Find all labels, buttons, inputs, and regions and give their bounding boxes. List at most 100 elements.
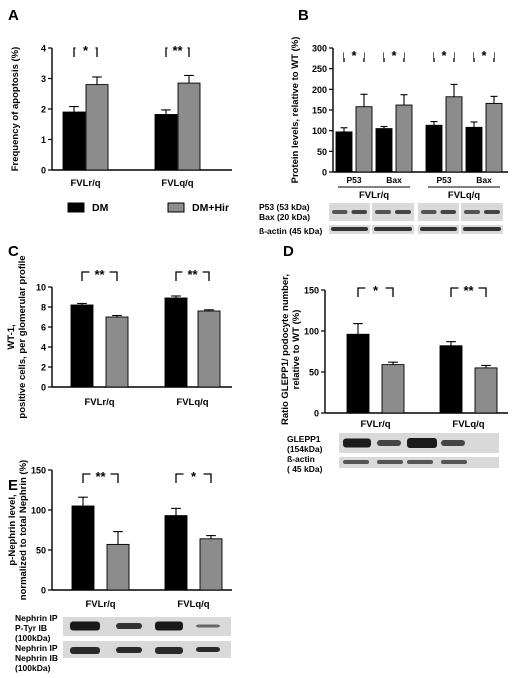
panel-d-significance-label: * xyxy=(373,283,379,298)
panel-d-blot-band xyxy=(343,460,369,464)
panel-b-hir-bar xyxy=(355,106,373,173)
panel-e-blot-band xyxy=(155,647,183,654)
panel-a: A 0 1 2 3 4 Frequency of apoptosis (%) * FVLr/q *… xyxy=(8,7,232,189)
panel-d-y-label-line: Ratio GLEPP1/ podocyte number, xyxy=(280,274,291,425)
panel-e-blot-band xyxy=(196,647,220,652)
panel-d-blot-band xyxy=(441,440,465,446)
panel-b-significance-gap xyxy=(474,47,494,58)
panel-e-blot-band xyxy=(116,623,142,629)
panel-d-y-tick-label: 50 xyxy=(309,368,319,378)
panel-b-blot-label: P53 (53 kDa) xyxy=(259,202,310,212)
panel-d-western-blot: GLEPP1(154kDa)ß-actin( 45 kDa) xyxy=(287,433,499,474)
panel-e-significance-gap xyxy=(183,468,204,479)
panel-e-hir-bar xyxy=(106,543,130,591)
panel-e-y-tick-label: 50 xyxy=(36,546,46,556)
panel-c-y-tick-label: 2 xyxy=(41,363,46,373)
panel-e-y-label: p-Nephrin level,normalized to total Neph… xyxy=(7,460,29,600)
panel-e-x-tick-label: FVLr/q xyxy=(85,599,115,610)
panel-b-y-tick-label: 200 xyxy=(312,85,327,95)
panel-c-dm-bar xyxy=(164,297,188,388)
panel-e-x-tick-label: FVLq/q xyxy=(177,599,209,610)
panel-e-y-tick-label: 0 xyxy=(41,586,46,596)
panel-e-panel-letter: E xyxy=(8,477,18,494)
panel-c-y-tick-label: 6 xyxy=(41,323,46,333)
panel-b-significance-label: * xyxy=(351,48,357,63)
panel-c-y-tick-label: 8 xyxy=(41,303,46,313)
panel-c-hir-bar xyxy=(105,316,129,388)
panel-d-y-tick-label: 0 xyxy=(314,409,319,419)
panel-e-blot-label: Nephrin IP xyxy=(15,613,58,623)
panel-a-x-tick-label: FVLr/q xyxy=(70,178,100,189)
panel-b-panel-letter: B xyxy=(298,7,309,24)
panel-e-significance-gap xyxy=(90,468,111,479)
panel-b-blot-strip xyxy=(461,203,503,221)
panel-b: B 0 50 100 150 200 250 300 Protein levels, relat… xyxy=(259,7,508,236)
panel-b-hir-bar xyxy=(445,96,463,173)
panel-c-x-tick-label: FVLr/q xyxy=(84,397,114,408)
legend: DM DM+Hir xyxy=(67,202,229,214)
panel-a-dm-bar xyxy=(154,114,178,171)
panel-e-blot-label: (100kDa) xyxy=(15,633,51,643)
panel-d-blot-band xyxy=(407,438,437,448)
panel-a-y-label: Frequency of apoptosis (%) xyxy=(10,47,21,172)
panel-b-subgroup-label: Bax xyxy=(386,175,402,185)
panel-e-blot-label: (100kDa) xyxy=(15,663,51,673)
panel-b-significance-gap xyxy=(434,47,454,58)
panel-d-y-tick-label: 150 xyxy=(304,286,319,296)
panel-e-significance-label: * xyxy=(191,469,197,484)
legend-dm-label: DM xyxy=(92,202,109,214)
panel-b-blot-band xyxy=(464,210,480,214)
panel-a-y-tick-label: 2 xyxy=(41,105,46,115)
panel-e-blot-label: Nephrin IB xyxy=(15,653,58,663)
panel-b-western-blot: P53 (53 kDa)Bax (20 kDa) ß-actin (45 kDa) xyxy=(259,202,503,236)
panel-b-significance-gap xyxy=(384,47,404,58)
panel-c-y-tick-label: 10 xyxy=(36,283,46,293)
panel-d-blot-label: ß-actin xyxy=(287,454,315,464)
panel-e-blot-label: Nephrin IP xyxy=(15,643,58,653)
legend-hir-swatch xyxy=(167,202,185,213)
panel-b-blot-label: ß-actin (45 kDa) xyxy=(259,226,322,236)
panel-d-blot-band xyxy=(407,460,433,464)
panel-d-blot-band xyxy=(377,440,401,446)
panel-b-blot-label: Bax (20 kDa) xyxy=(259,212,310,222)
panel-c-y-label: WT-1,positive cells, per glomerular prof… xyxy=(6,255,28,418)
panel-d-hir-bar xyxy=(381,364,405,414)
panel-e-blot-band xyxy=(70,621,100,631)
panel-d-blot-label: ( 45 kDa) xyxy=(287,464,323,474)
panel-c-significance-label: ** xyxy=(187,267,198,282)
panel-d-hir-bar xyxy=(474,367,498,414)
panel-b-dm-bar xyxy=(425,124,443,173)
panel-b-blot-band xyxy=(420,227,457,231)
panel-b-blot-band xyxy=(421,210,437,214)
panel-a-y-tick-label: 3 xyxy=(41,74,46,84)
panel-c: C 0 2 4 6 8 10 WT-1,positive cells, per glomeru… xyxy=(6,243,232,419)
panel-d-y-tick-label: 100 xyxy=(304,327,319,337)
panel-a-y-tick-label: 0 xyxy=(41,166,46,176)
panel-b-subgroup-label: P53 xyxy=(436,175,451,185)
panel-d-significance-gap xyxy=(365,282,386,293)
panel-b-hir-bar xyxy=(395,104,413,173)
legend-hir-label: DM+Hir xyxy=(192,202,229,214)
panel-a-significance-gap xyxy=(75,42,96,53)
panel-c-significance-label: ** xyxy=(94,267,105,282)
panel-c-y-tick-label: 4 xyxy=(41,343,46,353)
panel-d-blot-band xyxy=(343,438,371,448)
panel-b-y-label: Protein levels, relative to WT (%) xyxy=(290,37,301,184)
panel-e-dm-bar xyxy=(71,505,95,591)
panel-d-dm-bar xyxy=(439,345,463,414)
panel-a-panel-letter: A xyxy=(8,7,19,24)
panel-e-western-blot: Nephrin IPP-Tyr IB(100kDa)Nephrin IPNeph… xyxy=(15,613,231,673)
panel-b-dm-bar xyxy=(375,128,393,173)
panel-d-dm-bar xyxy=(346,333,370,414)
panel-c-dm-bar xyxy=(70,304,94,388)
panel-b-y-tick-label: 150 xyxy=(312,106,327,116)
panel-b-blot-strip xyxy=(418,203,459,221)
panel-b-blot-band xyxy=(374,227,412,231)
panel-b-subgroup-label: P53 xyxy=(346,175,361,185)
panel-c-y-tick-label: 0 xyxy=(41,383,46,393)
panel-e-blot-strip xyxy=(63,617,231,636)
panel-b-blot-strip xyxy=(329,203,370,221)
panel-e-blot-strip xyxy=(63,641,231,658)
panel-a-significance-label: ** xyxy=(172,43,183,58)
